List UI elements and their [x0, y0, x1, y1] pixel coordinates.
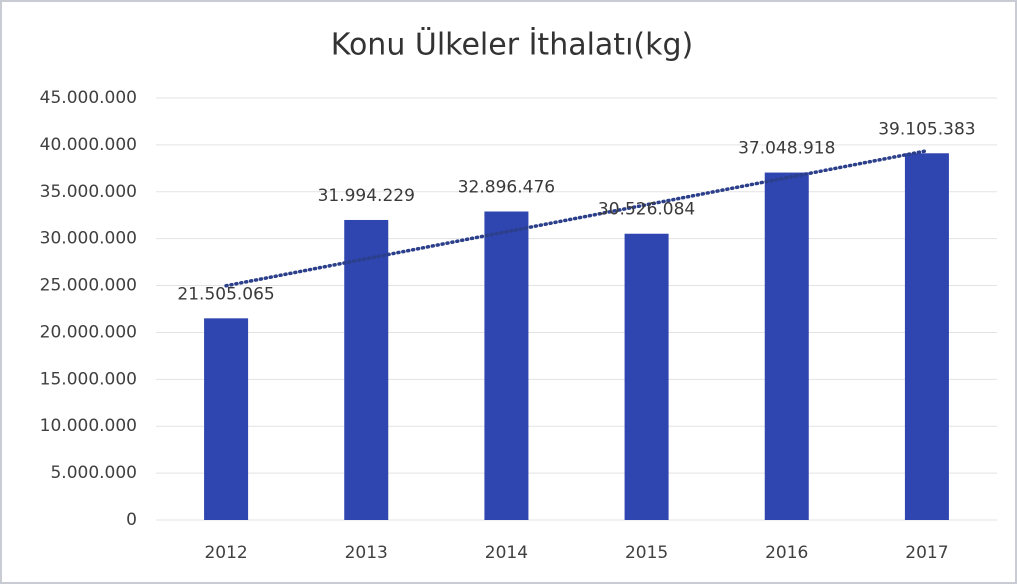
bar [484, 211, 529, 521]
x-tick-label: 2015 [625, 543, 668, 563]
x-tick-label: 2014 [485, 543, 528, 563]
y-tick-label: 40.000.000 [40, 135, 137, 155]
value-label: 37.048.918 [738, 139, 835, 159]
x-tick-label: 2013 [345, 543, 388, 563]
y-tick-label: 10.000.000 [40, 416, 137, 436]
y-tick-label: 15.000.000 [40, 369, 137, 389]
y-tick-label: 25.000.000 [40, 276, 137, 296]
chart-title: Konu Ülkeler İthalatı(kg) [331, 27, 693, 63]
bar [344, 219, 389, 521]
value-label: 21.505.065 [177, 284, 274, 304]
value-label: 30.526.084 [598, 200, 695, 220]
x-tick-label: 2016 [765, 543, 808, 563]
bar [204, 318, 249, 520]
y-tick-label: 45.000.000 [40, 88, 137, 108]
value-label: 39.105.383 [878, 119, 975, 139]
value-label: 32.896.476 [458, 178, 555, 198]
y-tick-label: 20.000.000 [40, 322, 137, 342]
trendline [224, 148, 929, 288]
bar [764, 172, 809, 520]
x-tick-label: 2017 [905, 543, 948, 563]
x-tick-label: 2012 [204, 543, 247, 563]
bar [624, 233, 669, 521]
y-tick-label: 30.000.000 [40, 229, 137, 249]
y-tick-label: 35.000.000 [40, 182, 137, 202]
bar [904, 153, 949, 520]
value-label: 31.994.229 [318, 186, 415, 206]
y-tick-label: 0 [126, 510, 137, 530]
y-tick-label: 5.000.000 [50, 463, 137, 483]
